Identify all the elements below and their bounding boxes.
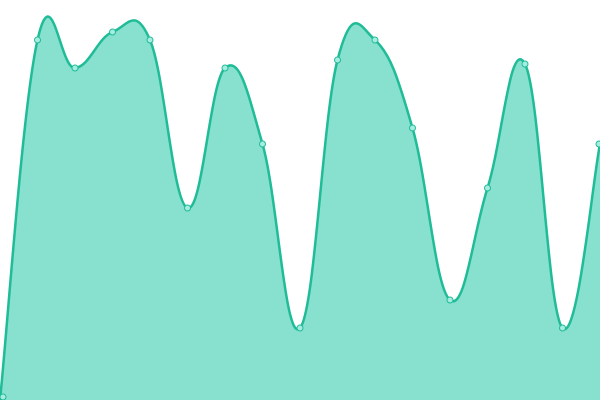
- data-point-15: [559, 324, 566, 332]
- area-fill: [0, 16, 600, 400]
- data-point-14: [521, 60, 529, 68]
- data-point-6: [221, 64, 229, 72]
- data-point-13: [484, 184, 491, 192]
- data-point-1: [34, 36, 41, 44]
- data-point-9: [334, 56, 341, 64]
- data-point-3: [109, 28, 116, 36]
- data-point-10: [371, 36, 379, 44]
- data-point-4: [146, 36, 154, 44]
- data-point-16: [595, 140, 600, 148]
- data-point-11: [409, 124, 416, 132]
- data-point-8: [296, 324, 304, 332]
- data-points: [0, 28, 600, 400]
- data-point-2: [71, 64, 79, 72]
- series-line: [0, 15, 600, 400]
- data-point-5: [184, 204, 191, 212]
- data-point-7: [259, 140, 266, 148]
- data-point-12: [446, 296, 454, 304]
- data-point-0: [0, 393, 7, 400]
